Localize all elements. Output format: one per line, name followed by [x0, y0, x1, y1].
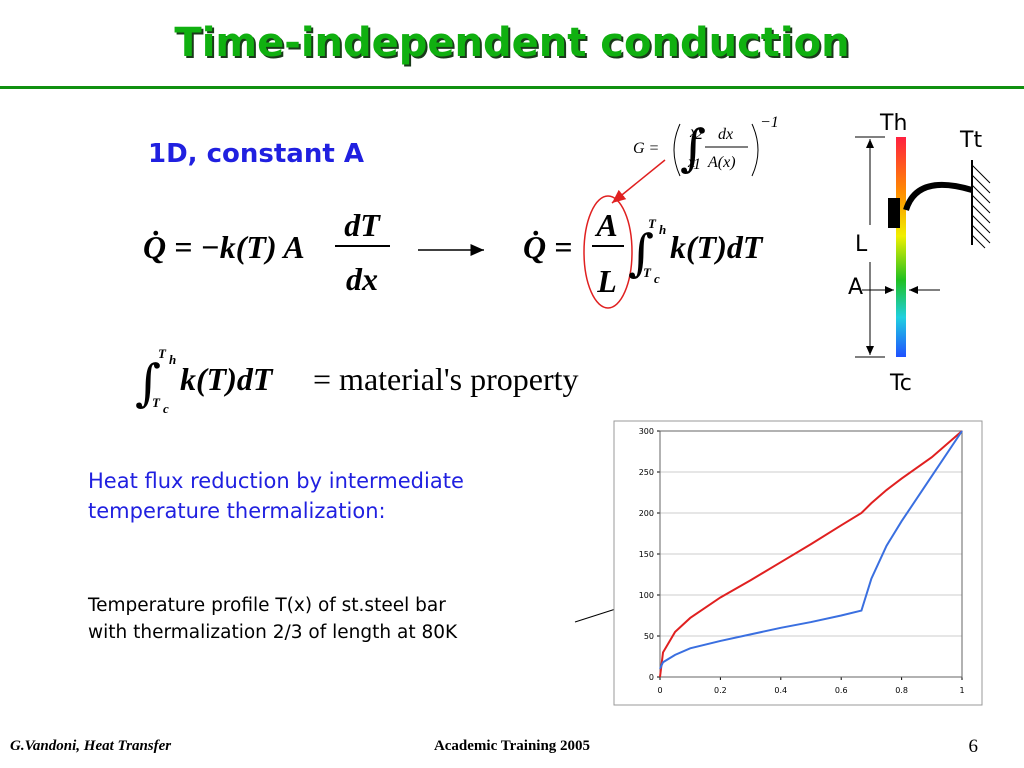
series-line — [659, 430, 963, 678]
y-tick-label: 100 — [639, 591, 654, 600]
text: x — [689, 124, 697, 141]
x-tick-label: 0.6 — [835, 686, 848, 695]
text: h — [659, 222, 666, 237]
integral: ∫ — [135, 354, 161, 412]
x-tick-label: 0.2 — [714, 686, 727, 695]
page-number: 6 — [969, 736, 979, 757]
title: Time-independent conduction — [174, 20, 849, 66]
text: dx — [346, 261, 378, 297]
bar — [896, 137, 906, 357]
chart-frame — [613, 420, 983, 706]
clamp — [888, 198, 900, 228]
footer-author: G.Vandoni, Heat Transfer — [10, 738, 171, 754]
text: −1 — [760, 114, 779, 131]
highlight-ellipse — [583, 195, 633, 309]
text: T — [643, 265, 652, 280]
x-tick-label: 0.4 — [774, 686, 787, 695]
x-tick-label: 1 — [959, 686, 964, 695]
text: T — [158, 346, 167, 361]
caption: Temperature profile T(x) of st.steel bar — [87, 595, 446, 616]
note: temperature thermalization: — [88, 499, 386, 523]
integral: ∫ — [680, 119, 706, 177]
text: x — [687, 154, 695, 171]
text: Q̇ = −k(T) A — [143, 229, 305, 265]
text: A(x) — [707, 154, 736, 171]
caption: with thermalization 2/3 of length at 80K — [88, 622, 458, 643]
x-tick-label: 0.8 — [895, 686, 908, 695]
text: c — [654, 271, 660, 286]
hatch — [971, 164, 991, 249]
thermal-link — [903, 181, 973, 212]
subtitle: 1D, constant A — [148, 139, 364, 169]
y-tick-label: 250 — [639, 468, 654, 477]
text: h — [169, 352, 176, 367]
text: T — [648, 216, 657, 231]
text: A — [594, 207, 617, 243]
text: dx — [718, 126, 733, 143]
text: c — [163, 401, 169, 416]
text: 1 — [693, 156, 701, 173]
label: L — [855, 232, 868, 257]
footer-event: Academic Training 2005 — [434, 738, 590, 754]
text: T — [152, 395, 161, 410]
y-tick-label: 200 — [639, 509, 654, 518]
y-tick-label: 50 — [644, 632, 654, 641]
integral: ∫ — [628, 224, 654, 282]
text: L — [596, 263, 617, 299]
pointer-arrow — [611, 159, 666, 204]
note: Heat flux reduction by intermediate — [88, 469, 464, 493]
y-tick-label: 0 — [649, 673, 654, 682]
text: dT — [344, 207, 381, 243]
title-rule — [0, 86, 1024, 89]
text: G = — [633, 140, 659, 157]
text: = material's property — [313, 361, 579, 397]
text: k(T)dT — [180, 361, 274, 397]
chart: 0 50 100 150 200 250 300 0 0.2 0.4 0.6 0.8 1 — [613, 420, 983, 706]
paren — [673, 123, 759, 177]
text: 2 — [695, 126, 703, 143]
y-tick-label: 150 — [639, 550, 654, 559]
label: Tc — [889, 371, 912, 396]
plot-area — [659, 430, 963, 678]
y-tick-label: 300 — [639, 427, 654, 436]
label: Th — [879, 111, 907, 136]
bar-diagram: Th Tt L A Tc — [848, 111, 991, 396]
label: A — [848, 275, 863, 300]
label: Tt — [959, 128, 982, 153]
text: Q̇ = — [523, 229, 572, 265]
text: k(T)dT — [670, 229, 764, 265]
conductance-formula: G = ∫ x 2 x 1 dx A(x) −1 — [633, 114, 779, 177]
title-shadow: Time-independent conduction — [176, 22, 851, 68]
x-tick-label: 0 — [657, 686, 662, 695]
series-line — [659, 430, 963, 670]
